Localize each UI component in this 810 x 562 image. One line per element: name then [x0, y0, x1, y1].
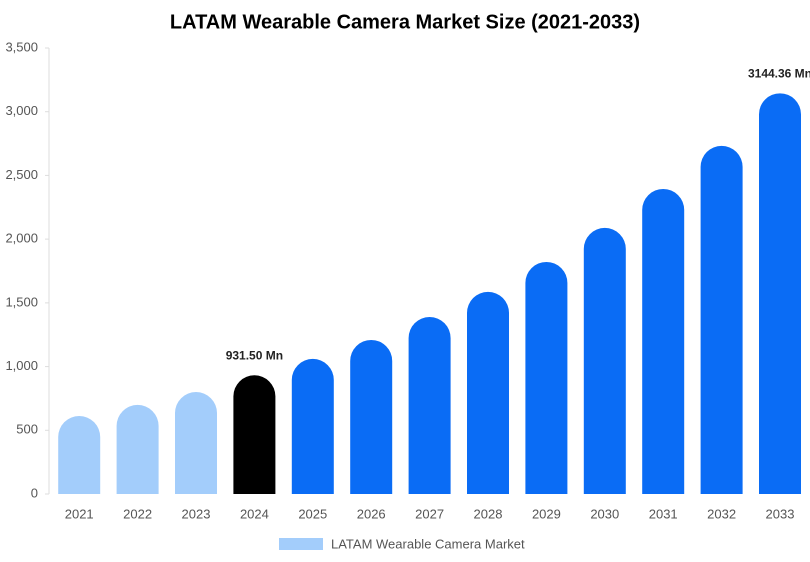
y-tick-label: 0: [31, 485, 38, 500]
bar: [467, 291, 509, 494]
bar: [291, 358, 334, 494]
bar: [350, 339, 393, 494]
y-tick-label: 3,500: [5, 39, 38, 54]
x-tick-label: 2031: [649, 506, 678, 521]
bar: [525, 261, 568, 494]
bar: [642, 188, 685, 494]
value-label: 3144.36 Mn: [748, 66, 810, 80]
x-tick-label: 2032: [707, 506, 736, 521]
x-tick-label: 2030: [590, 506, 619, 521]
bar: [700, 145, 743, 494]
x-tick-label: 2023: [182, 506, 211, 521]
y-tick-label: 1,500: [5, 294, 38, 309]
bar: [583, 227, 626, 494]
x-tick-label: 2024: [240, 506, 269, 521]
y-tick-label: 1,000: [5, 358, 38, 373]
legend-label: LATAM Wearable Camera Market: [331, 536, 525, 551]
y-tick-label: 3,000: [5, 103, 38, 118]
y-tick-label: 500: [16, 422, 38, 437]
y-tick-label: 2,500: [5, 167, 38, 182]
bar: [408, 317, 451, 494]
value-label: 931.50 Mn: [226, 348, 283, 362]
x-tick-label: 2022: [123, 506, 152, 521]
chart-title: LATAM Wearable Camera Market Size (2021-…: [170, 11, 640, 33]
bar: [759, 93, 801, 494]
x-tick-label: 2028: [474, 506, 503, 521]
x-tick-label: 2025: [298, 506, 327, 521]
bar: [116, 404, 159, 494]
legend-swatch: [279, 538, 323, 550]
x-tick-label: 2033: [766, 506, 795, 521]
bar: [233, 375, 276, 494]
x-tick-label: 2029: [532, 506, 561, 521]
bar: [58, 416, 101, 494]
x-tick-label: 2027: [415, 506, 444, 521]
bar: [175, 392, 217, 494]
y-tick-label: 2,000: [5, 231, 38, 246]
x-tick-label: 2026: [357, 506, 386, 521]
x-tick-label: 2021: [65, 506, 94, 521]
